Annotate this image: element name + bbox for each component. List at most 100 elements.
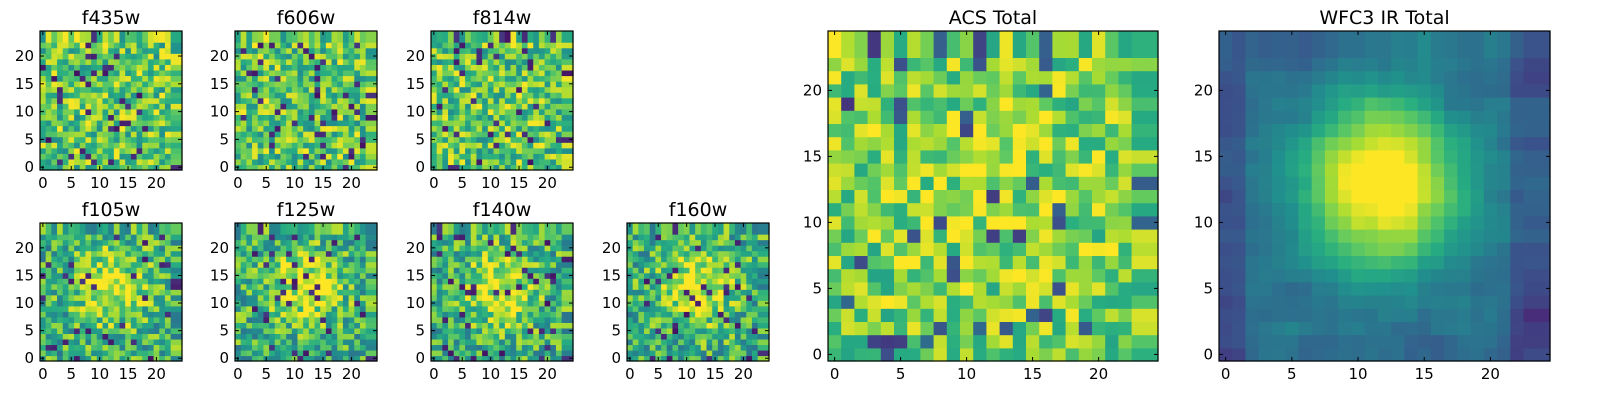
heatmap-cell	[337, 69, 344, 77]
heatmap-cell	[108, 64, 115, 71]
heatmap-cell	[85, 64, 92, 71]
heatmap-cell	[342, 300, 350, 307]
heatmap-cell	[62, 278, 69, 285]
heatmap-cell	[359, 119, 367, 127]
heatmap-cell	[235, 97, 242, 104]
heatmap-cell	[763, 228, 770, 235]
heatmap-cell	[85, 294, 92, 301]
heatmap-cell	[337, 131, 344, 138]
heatmap-cell	[252, 31, 259, 38]
heatmap-cell	[263, 256, 270, 263]
heatmap-cell	[325, 153, 333, 160]
heatmap-cell	[297, 355, 304, 362]
heatmap-cell	[45, 283, 52, 290]
heatmap-cell	[448, 42, 455, 49]
heatmap-cell	[487, 349, 495, 357]
heatmap-cell	[274, 147, 282, 154]
heatmap-cell	[164, 283, 172, 290]
heatmap-cell	[371, 267, 378, 274]
heatmap-cell	[51, 256, 58, 263]
heatmap-cell	[555, 338, 563, 346]
heatmap-cell	[136, 250, 143, 257]
heatmap-cell	[723, 245, 730, 252]
heatmap-cell	[68, 267, 75, 274]
heatmap-cell	[442, 58, 449, 65]
heatmap-cell	[854, 321, 869, 336]
heatmap-cell	[1105, 281, 1119, 296]
heatmap-cell	[933, 242, 948, 256]
heatmap-cell	[499, 119, 506, 127]
heatmap-cell	[108, 316, 115, 323]
heatmap-cell	[62, 228, 69, 235]
heatmap-cell	[280, 64, 287, 71]
heatmap-cell	[342, 272, 350, 279]
heatmap-cell	[521, 81, 529, 88]
heatmap-cell	[841, 215, 855, 230]
heatmap-cell	[717, 300, 725, 307]
heatmap-cell	[314, 153, 321, 160]
heatmap-cell	[91, 31, 98, 38]
heatmap-cell	[533, 316, 540, 323]
heatmap-cell	[91, 327, 98, 334]
heatmap-cell	[51, 278, 58, 285]
heatmap-cell	[96, 300, 104, 307]
heatmap-cell	[91, 234, 98, 241]
heatmap-cell	[79, 64, 87, 71]
heatmap-cell	[57, 327, 64, 334]
heatmap-cell	[371, 228, 378, 235]
heatmap-cell	[487, 344, 495, 351]
heatmap-cell	[538, 278, 546, 285]
heatmap-cell	[269, 47, 276, 54]
heatmap-cell	[113, 250, 121, 257]
heatmap-cell	[297, 245, 304, 252]
heatmap-cell	[85, 58, 92, 65]
heatmap-cell	[119, 103, 126, 110]
heatmap-cell	[68, 81, 75, 88]
heatmap-cell	[297, 158, 304, 166]
heatmap-cell	[342, 305, 350, 312]
heatmap-cell	[1105, 321, 1119, 336]
heatmap-cell	[45, 344, 52, 351]
heatmap-cell	[734, 234, 742, 241]
heatmap-cell	[521, 239, 529, 246]
heatmap-cell	[314, 47, 321, 54]
heatmap-cell	[119, 114, 126, 121]
heatmap-cell	[85, 261, 92, 268]
heatmap-cell	[325, 349, 333, 357]
heatmap-cell	[751, 245, 759, 252]
heatmap-cell	[683, 316, 691, 323]
heatmap-cell	[354, 245, 361, 252]
x-tick-label: 0	[429, 174, 439, 192]
heatmap-cell	[1144, 295, 1159, 309]
heatmap-cell	[661, 278, 668, 285]
heatmap-cell	[79, 267, 87, 274]
heatmap-cell	[320, 267, 327, 274]
heatmap-cell	[96, 228, 104, 235]
heatmap-cell	[136, 355, 143, 362]
heatmap-cell	[1118, 334, 1133, 349]
heatmap-cell	[431, 69, 438, 77]
heatmap-cell	[79, 103, 87, 110]
heatmap-cell	[85, 223, 92, 230]
heatmap-cell	[164, 47, 172, 54]
heatmap-cell	[521, 108, 529, 115]
heatmap-cell	[79, 223, 87, 230]
heatmap-cell	[102, 64, 109, 71]
heatmap-cell	[257, 131, 264, 138]
heatmap-cell	[325, 294, 333, 301]
heatmap-cell	[170, 250, 177, 257]
heatmap-cell	[476, 92, 483, 99]
heatmap-cell	[465, 136, 472, 143]
heatmap-cell	[436, 294, 443, 301]
heatmap-cell	[286, 327, 293, 334]
heatmap-cell	[933, 189, 948, 204]
heatmap-cell	[499, 344, 506, 351]
heatmap-cell	[348, 86, 355, 93]
heatmap-cell	[354, 58, 361, 65]
heatmap-cell	[365, 223, 372, 230]
heatmap-cell	[1092, 255, 1106, 270]
heatmap-cell	[632, 338, 639, 346]
heatmap-cell	[986, 321, 1001, 336]
x-tick-label: 0	[38, 174, 48, 192]
heatmap-cell	[130, 355, 138, 362]
